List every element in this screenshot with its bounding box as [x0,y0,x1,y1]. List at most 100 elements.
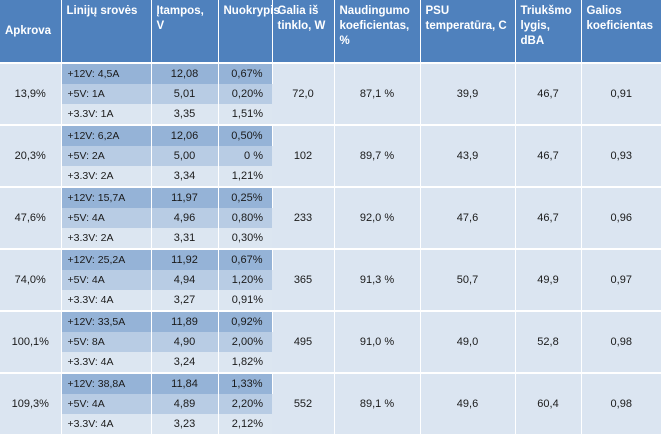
cell-temperature: 39,9 [420,62,516,125]
cell-noise: 52,8 [515,310,582,373]
cell-noise: 60,4 [515,372,582,434]
cell-line-current: +12V: 33,5A [61,310,152,332]
cell-line-current: +3.3V: 1A [61,104,152,125]
cell-line-current: +12V: 6,2A [61,124,152,146]
cell-voltage: 11,97 [151,186,219,208]
table-row: +5V: 8A 4,90 2,00% [0,332,661,352]
cell-temperature: 47,6 [420,186,516,249]
cell-efficiency: 89,7 % [334,124,421,187]
cell-deviation: 0,80% [218,208,272,228]
cell-line-current: +3.3V: 4A [61,290,152,311]
cell-line-current: +12V: 38,8A [61,372,152,394]
cell-deviation: 1,33% [218,372,273,394]
cell-noise: 46,7 [515,186,582,249]
table-row: 47,6% +12V: 15,7A 11,97 0,25% 233 92,0 % 47,6 4… [0,186,661,249]
cell-deviation: 0,67% [218,248,273,270]
cell-voltage: 11,84 [151,372,219,394]
table-row: 20,3% +12V: 6,2A 12,06 0,50% 102 89,7 % 43,9 46… [0,124,661,187]
cell-line-current: +5V: 8A [61,332,152,352]
header-deviation: Nuokrypis [218,0,280,64]
cell-power-factor: 0,93 [581,124,661,187]
table-row: +3.3V: 4A 3,27 0,91% [0,290,661,311]
cell-voltage: 3,34 [151,166,219,187]
table-row: +5V: 4A 4,89 2,20% [0,394,661,414]
cell-voltage: 3,35 [151,104,219,125]
cell-deviation: 1,82% [218,352,272,373]
cell-noise: 46,7 [515,124,582,187]
cell-line-current: +3.3V: 2A [61,166,152,187]
cell-deviation: 0 % [218,146,272,166]
cell-voltage: 3,27 [151,290,219,311]
cell-power: 495 [272,310,335,373]
cell-power-factor: 0,96 [581,186,661,249]
cell-line-current: +3.3V: 4A [61,414,152,434]
cell-voltage: 4,96 [151,208,219,228]
table-row: +5V: 2A 5,00 0 % [0,146,661,166]
cell-voltage: 3,23 [151,414,219,434]
cell-voltage: 4,89 [151,394,219,414]
cell-voltage: 5,00 [151,146,219,166]
cell-load: 100,1% [0,310,62,373]
cell-line-current: +5V: 1A [61,84,152,104]
cell-deviation: 0,20% [218,84,272,104]
header-voltages: Įtampos, V [151,0,219,64]
cell-efficiency: 92,0 % [334,186,421,249]
table-row: 74,0% +12V: 25,2A 11,92 0,67% 365 91,3 % 50,7 4… [0,248,661,311]
cell-temperature: 49,0 [420,310,516,373]
cell-temperature: 49,6 [420,372,516,434]
cell-line-current: +5V: 4A [61,208,152,228]
cell-line-current: +3.3V: 4A [61,352,152,373]
cell-voltage: 4,90 [151,332,219,352]
table-body: 13,9% +12V: 4,5A 12,08 0,67% 72,0 87,1 % 39,9 4… [0,62,661,434]
cell-load: 13,9% [0,62,62,125]
cell-noise: 49,9 [515,248,582,311]
header-power: Galia iš tinklo, W [272,0,335,64]
cell-line-current: +12V: 15,7A [61,186,152,208]
table-row: +5V: 4A 4,94 1,20% [0,270,661,290]
cell-deviation: 0,92% [218,310,273,332]
header-row: Apkrova Linijų srovės Įtampos, V Nuokryp… [0,0,661,64]
cell-line-current: +5V: 2A [61,146,152,166]
cell-voltage: 11,89 [151,310,219,332]
cell-deviation: 0,50% [218,124,273,146]
header-power-factor: Galios koeficientas [581,0,661,64]
cell-power: 365 [272,248,335,311]
header-efficiency: Naudingumo koeficientas, % [334,0,421,64]
table-row: +3.3V: 4A 3,24 1,82% [0,352,661,373]
table-row: +3.3V: 2A 3,34 1,21% [0,166,661,187]
header-noise: Triukšmo lygis, dBA [515,0,582,64]
cell-deviation: 2,00% [218,332,272,352]
cell-noise: 46,7 [515,62,582,125]
cell-voltage: 5,01 [151,84,219,104]
cell-deviation: 2,20% [218,394,272,414]
cell-deviation: 0,25% [218,186,273,208]
cell-efficiency: 87,1 % [334,62,421,125]
header-load: Apkrova [0,0,62,64]
cell-line-current: +5V: 4A [61,394,152,414]
table-row: 100,1% +12V: 33,5A 11,89 0,92% 495 91,0 % 49,0… [0,310,661,373]
table-row: +3.3V: 1A 3,35 1,51% [0,104,661,125]
cell-efficiency: 91,0 % [334,310,421,373]
cell-line-current: +12V: 4,5A [61,62,152,84]
cell-temperature: 43,9 [420,124,516,187]
table-row: +5V: 1A 5,01 0,20% [0,84,661,104]
cell-load: 20,3% [0,124,62,187]
cell-efficiency: 91,3 % [334,248,421,311]
table-row: +5V: 4A 4,96 0,80% [0,208,661,228]
cell-deviation: 1,20% [218,270,272,290]
table-header: Apkrova Linijų srovės Įtampos, V Nuokryp… [0,0,661,64]
cell-temperature: 50,7 [420,248,516,311]
cell-deviation: 0,30% [218,228,272,249]
cell-power-factor: 0,98 [581,372,661,434]
cell-power: 552 [272,372,335,434]
cell-deviation: 0,67% [218,62,273,84]
header-psu-temperature: PSU temperatūra, C [420,0,516,64]
cell-voltage: 4,94 [151,270,219,290]
cell-power: 72,0 [272,62,335,125]
cell-power-factor: 0,98 [581,310,661,373]
table-row: +3.3V: 2A 3,31 0,30% [0,228,661,249]
cell-power: 233 [272,186,335,249]
cell-power: 102 [272,124,335,187]
cell-power-factor: 0,91 [581,62,661,125]
